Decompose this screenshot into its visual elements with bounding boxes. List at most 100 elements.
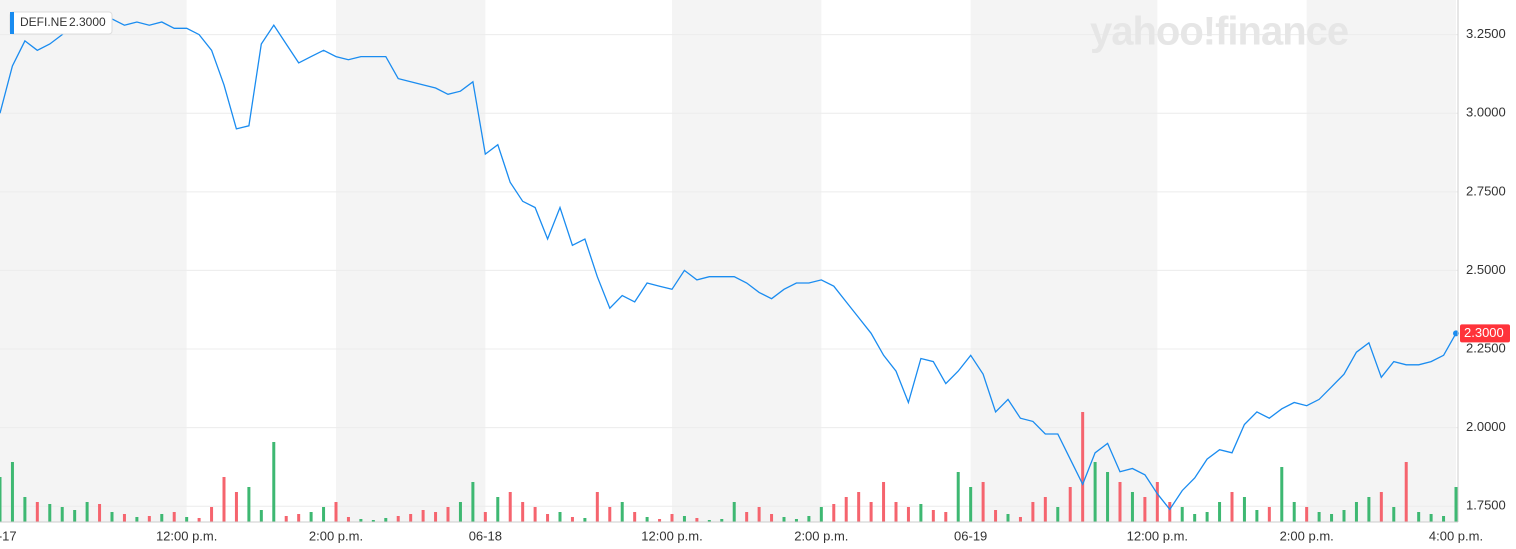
volume-bar	[272, 442, 276, 522]
y-tick-label: 2.2500	[1466, 340, 1506, 355]
volume-bar	[48, 504, 52, 522]
symbol-tag: DEFI.NE 2.3000	[9, 11, 113, 35]
volume-bar	[994, 510, 998, 522]
volume-bar	[633, 512, 637, 522]
volume-bar	[782, 517, 786, 522]
volume-bar	[0, 477, 2, 522]
volume-bar	[645, 517, 649, 522]
volume-bar	[284, 516, 288, 522]
volume-bar	[396, 516, 400, 522]
volume-bar	[832, 504, 836, 522]
y-tick-label: 3.0000	[1466, 105, 1506, 120]
volume-bar	[247, 487, 251, 522]
volume-bar	[297, 514, 301, 522]
volume-bar	[259, 510, 263, 522]
volume-bar	[122, 514, 126, 522]
volume-bar	[757, 507, 761, 522]
volume-bar	[1429, 514, 1433, 522]
band	[336, 0, 486, 522]
volume-bar	[521, 502, 525, 522]
x-tick-label: 2:00 p.m.	[1280, 528, 1334, 543]
x-tick-label: 12:00 p.m.	[1127, 528, 1188, 543]
grid	[0, 34, 1458, 507]
volume-bar	[160, 514, 164, 522]
volume-bar	[882, 482, 886, 522]
volume-bar	[73, 510, 77, 522]
volume-bar	[10, 462, 14, 522]
price-line	[0, 18, 1457, 511]
volume-bar	[172, 512, 176, 522]
volume-bar	[919, 504, 923, 522]
volume-bar	[1379, 492, 1383, 522]
volume-bar	[483, 512, 487, 522]
volume-bar	[1442, 516, 1446, 522]
volume-bar	[807, 516, 811, 522]
volume-bar	[434, 512, 438, 522]
y-tick-label: 1.7500	[1466, 498, 1506, 513]
volume-bar	[1330, 514, 1334, 522]
volume-bar	[1267, 507, 1271, 522]
volume-bar	[533, 507, 537, 522]
volume-bar	[135, 517, 139, 522]
volume-bar	[1230, 492, 1234, 522]
volume-bar	[956, 472, 960, 522]
volume-bar	[60, 507, 64, 522]
volume-bar	[334, 502, 338, 522]
volume-bar	[1106, 472, 1110, 522]
volume-bar	[844, 497, 848, 522]
watermark: yahoo!finance	[1090, 10, 1348, 54]
volume-bar	[1367, 497, 1371, 522]
volume-bar	[658, 519, 662, 522]
volume-bar	[1118, 482, 1122, 522]
volume-bar	[894, 502, 898, 522]
volume-bar	[1354, 502, 1358, 522]
volume-bar	[720, 519, 724, 522]
volume-bar	[981, 482, 985, 522]
volume-bar	[147, 516, 151, 522]
symbol-price: 2.3000	[69, 15, 106, 29]
volume-bar	[595, 492, 599, 522]
price-tag	[1460, 324, 1510, 343]
volume-bar	[508, 492, 512, 522]
volume-bar	[1255, 510, 1259, 522]
volume-bar	[794, 519, 798, 522]
volume-bar	[210, 507, 214, 522]
volume-bar	[23, 497, 27, 522]
x-tick-label: 2:00 p.m.	[309, 528, 363, 543]
x-tick-label: 06-19	[954, 528, 987, 543]
volume-bar	[745, 512, 749, 522]
volume-bar	[1093, 462, 1097, 522]
volume-bar	[35, 502, 39, 522]
volume-bar	[546, 514, 550, 522]
y-tick-label: 2.5000	[1466, 262, 1506, 277]
volume-bar	[371, 520, 375, 522]
volume-bar	[1454, 487, 1458, 522]
volume-bar	[1143, 497, 1147, 522]
volume-bar	[570, 517, 574, 522]
y-tick-label: 2.0000	[1466, 419, 1506, 434]
volume-bar	[384, 518, 388, 522]
volume-bar	[346, 517, 350, 522]
volume-bar	[98, 504, 102, 522]
volume-bar	[421, 510, 425, 522]
volume-bar	[1155, 482, 1159, 522]
volume-bar	[1404, 462, 1408, 522]
volume-bar	[969, 487, 973, 522]
x-tick-label: 12:00 p.m.	[641, 528, 702, 543]
volume-bar	[906, 507, 910, 522]
volume-bar	[670, 514, 674, 522]
volume-bar	[1081, 412, 1085, 522]
volume-bar	[309, 512, 313, 522]
volume-bar	[682, 516, 686, 522]
volume-bar	[222, 477, 226, 522]
volume-bar	[558, 512, 562, 522]
volume-bar	[359, 519, 363, 522]
volume-bar	[695, 518, 699, 522]
volume-bar	[1392, 507, 1396, 522]
volume-bar	[770, 514, 774, 522]
volume-bar	[458, 502, 462, 522]
volume-bar	[1205, 512, 1209, 522]
band	[1306, 0, 1456, 522]
volume-bar	[944, 512, 948, 522]
